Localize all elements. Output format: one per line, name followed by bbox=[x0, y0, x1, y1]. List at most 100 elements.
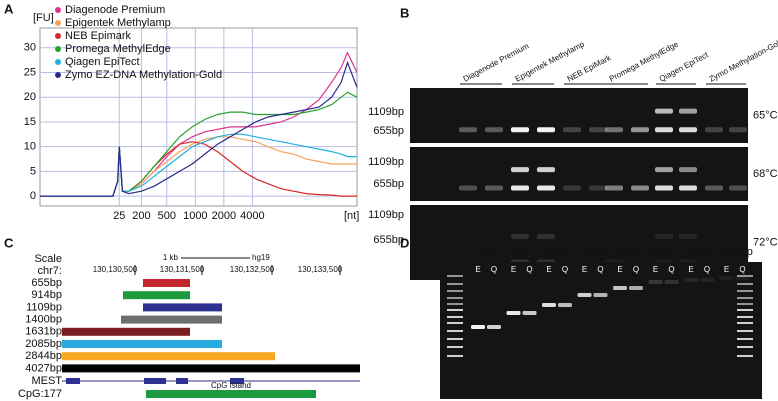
gel-band bbox=[700, 278, 714, 282]
lane-label: Zymo Methylation-Gold bbox=[708, 37, 778, 84]
lane-code: Q bbox=[704, 265, 710, 274]
gel-band bbox=[506, 311, 521, 315]
amplicon-label: 1631 bbox=[616, 246, 640, 258]
legend-label: Promega MethylEdge bbox=[65, 43, 171, 55]
gel-band bbox=[537, 234, 555, 239]
amplicon-label: 914bp bbox=[31, 289, 62, 301]
y-tick-label: 25 bbox=[24, 66, 36, 78]
gel-band bbox=[605, 127, 623, 133]
ladder-band bbox=[447, 275, 463, 277]
lane-code: E bbox=[688, 265, 693, 274]
ladder-band bbox=[447, 309, 463, 311]
gel-band bbox=[629, 286, 643, 290]
lane-code: Q bbox=[491, 265, 497, 274]
x-tick-label: 200 bbox=[132, 210, 150, 222]
gel-band bbox=[655, 108, 673, 114]
x-tick-label: 2000 bbox=[212, 210, 236, 222]
coordinate-label: 130,132,500 bbox=[230, 265, 275, 274]
lane-code: Q bbox=[739, 265, 745, 274]
legend-label: Qiagen EpiTect bbox=[65, 56, 140, 68]
size-label: 1109bp bbox=[368, 209, 404, 221]
temperature-label: 72°C bbox=[753, 236, 778, 248]
gel-band bbox=[613, 286, 627, 290]
gel-panel bbox=[410, 88, 748, 143]
lane-code: E bbox=[582, 265, 587, 274]
amplicon-bar bbox=[62, 352, 275, 361]
legend-marker bbox=[55, 7, 61, 13]
lane-code: Q bbox=[668, 265, 674, 274]
amplicon-bar bbox=[123, 291, 190, 300]
lane-code: Q bbox=[526, 265, 532, 274]
gel-band bbox=[537, 127, 555, 133]
amplicon-bar bbox=[62, 364, 360, 373]
ladder-band bbox=[737, 275, 753, 277]
cpg-island bbox=[146, 390, 316, 398]
ladder-band bbox=[737, 290, 753, 292]
lane-code: E bbox=[724, 265, 729, 274]
gel-band bbox=[542, 303, 556, 307]
gel-band bbox=[719, 276, 734, 280]
series-line bbox=[40, 60, 358, 197]
gel-band bbox=[593, 293, 608, 297]
legend-marker bbox=[55, 33, 61, 39]
gel-band bbox=[679, 167, 697, 173]
exon bbox=[66, 378, 80, 384]
amplicon-label: 1109bp bbox=[26, 301, 62, 313]
gel-band bbox=[605, 185, 623, 191]
amplicon-label: 1400 bbox=[580, 246, 604, 258]
legend-marker bbox=[55, 46, 61, 52]
x-tick-label: 4000 bbox=[240, 210, 264, 222]
gel-band bbox=[537, 185, 555, 191]
amplicon-label: 2837 bbox=[687, 246, 711, 258]
size-label: 655bp bbox=[373, 125, 404, 137]
gel-band bbox=[511, 185, 529, 191]
ladder-band bbox=[737, 330, 753, 332]
panel-label: B bbox=[400, 5, 409, 20]
gel-band bbox=[485, 127, 503, 133]
gel-band bbox=[558, 303, 572, 307]
ladder-band bbox=[447, 322, 463, 324]
legend-label: Zymo EZ-DNA Methylation-Gold bbox=[65, 69, 222, 81]
scale-bar-label: 1 kb bbox=[163, 253, 179, 262]
plot-area bbox=[39, 27, 358, 207]
gel-band bbox=[511, 127, 529, 133]
legend-label: Diagenode Premium bbox=[65, 4, 165, 16]
gel-band bbox=[511, 234, 529, 239]
row-label: CpG:177 bbox=[18, 388, 62, 400]
exon bbox=[144, 378, 166, 384]
gel-band bbox=[729, 185, 747, 191]
ladder-band bbox=[447, 338, 463, 340]
legend-label: NEB Epimark bbox=[65, 30, 132, 42]
gel-band bbox=[522, 311, 537, 315]
gel-band bbox=[631, 127, 649, 133]
gel-band bbox=[705, 127, 723, 133]
gel-band bbox=[459, 127, 477, 133]
y-tick-label: 30 bbox=[24, 42, 36, 54]
lane-code: Q bbox=[562, 265, 568, 274]
amplicon-bar bbox=[62, 340, 222, 348]
ladder-band bbox=[737, 355, 753, 357]
x-tick-label: 500 bbox=[158, 210, 176, 222]
gel-band bbox=[664, 280, 679, 284]
ladder-band bbox=[447, 283, 463, 285]
gel-band bbox=[679, 185, 697, 191]
ladder-band bbox=[447, 355, 463, 357]
ladder-band bbox=[447, 290, 463, 292]
gel-band bbox=[631, 185, 649, 191]
coordinate-label: 130,130,500 bbox=[93, 265, 138, 274]
ladder-band bbox=[737, 338, 753, 340]
gel-band bbox=[655, 234, 673, 239]
y-tick-label: 10 bbox=[24, 141, 36, 153]
ladder-band bbox=[737, 303, 753, 305]
gel-band bbox=[485, 185, 503, 191]
gel-panel bbox=[440, 262, 762, 399]
gel-band bbox=[589, 127, 607, 133]
x-tick-label: 1000 bbox=[183, 210, 207, 222]
amplicon-label: 914 bbox=[512, 246, 530, 258]
amplicon-bar bbox=[121, 315, 222, 324]
ladder-band bbox=[447, 297, 463, 299]
gel-band bbox=[589, 185, 607, 191]
gel-band bbox=[563, 185, 581, 191]
size-label: 1109bp bbox=[368, 156, 404, 168]
